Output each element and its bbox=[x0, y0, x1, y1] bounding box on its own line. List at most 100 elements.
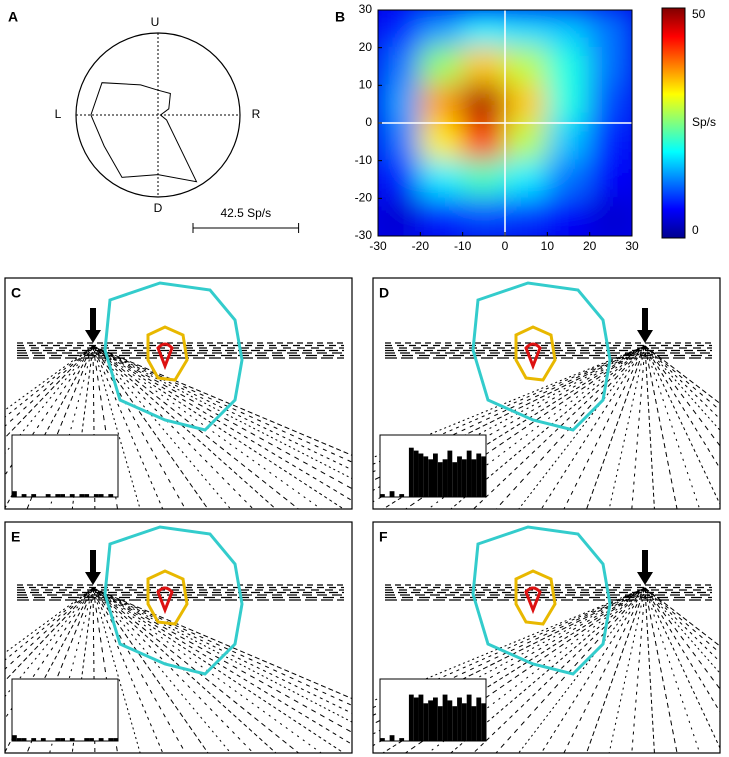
x-tick-label: 10 bbox=[541, 239, 555, 253]
texture-line bbox=[92, 345, 254, 509]
histogram-bar bbox=[433, 453, 438, 497]
heatmap-cell bbox=[546, 122, 591, 162]
histogram-bar bbox=[389, 491, 395, 497]
heatmap-cell bbox=[588, 84, 632, 124]
heatmap-cell bbox=[588, 122, 632, 162]
texture-line bbox=[373, 587, 646, 702]
histogram-bar bbox=[21, 494, 27, 497]
colorbar bbox=[661, 7, 686, 239]
heatmap-cell bbox=[378, 46, 422, 87]
heatmap-cell bbox=[378, 159, 422, 200]
arrow bbox=[637, 308, 653, 343]
histogram-bar bbox=[452, 706, 458, 741]
texture-line bbox=[631, 587, 646, 753]
texture-line bbox=[472, 345, 646, 509]
texture-line bbox=[644, 345, 720, 470]
texture-line bbox=[631, 345, 646, 509]
texture-line bbox=[644, 345, 678, 509]
texture-line bbox=[382, 345, 646, 509]
histogram-bar bbox=[113, 738, 118, 741]
texture-line bbox=[92, 587, 186, 753]
histogram-bar bbox=[31, 494, 37, 497]
texture-line bbox=[518, 587, 646, 753]
direction-label: U bbox=[151, 15, 160, 29]
histogram-bar bbox=[428, 700, 433, 741]
texture-line bbox=[92, 345, 164, 509]
histogram-bar bbox=[93, 494, 99, 497]
histogram-bar bbox=[442, 694, 448, 741]
heatmap-cell bbox=[419, 84, 464, 124]
texture-line bbox=[373, 587, 646, 725]
x-tick-label: 30 bbox=[625, 239, 639, 253]
heatmap-cell bbox=[419, 10, 464, 49]
y-tick-label: 20 bbox=[359, 40, 373, 54]
histogram-bar bbox=[55, 494, 61, 497]
histogram-bar bbox=[457, 456, 462, 497]
histogram-bar bbox=[442, 459, 448, 497]
texture-line bbox=[586, 345, 646, 509]
texture-line bbox=[472, 587, 646, 753]
histogram-bar bbox=[389, 735, 395, 741]
heatmap-cell bbox=[504, 197, 549, 236]
histogram-bar bbox=[69, 738, 75, 741]
x-tick-label: 20 bbox=[583, 239, 597, 253]
texture-line bbox=[92, 587, 345, 753]
stimulus-panel: E bbox=[4, 521, 353, 754]
colorbar-label: Sp/s bbox=[692, 115, 716, 129]
texture-line bbox=[92, 587, 352, 745]
heatmap-cells bbox=[378, 10, 632, 236]
texture-line bbox=[586, 587, 646, 753]
heatmap-cell bbox=[378, 84, 422, 124]
direction-label: D bbox=[154, 201, 163, 215]
texture-line bbox=[92, 345, 352, 456]
histogram-bar bbox=[31, 738, 37, 741]
texture-line bbox=[92, 587, 254, 753]
scale-bar-label: 42.5 Sp/s bbox=[220, 206, 271, 220]
heatmap-cell bbox=[419, 122, 464, 162]
colorbar-tick-label: 50 bbox=[692, 7, 706, 21]
heatmap-cell bbox=[546, 10, 591, 49]
heatmap-cell bbox=[588, 197, 632, 236]
histogram-bar bbox=[79, 494, 85, 497]
texture-line bbox=[92, 345, 300, 509]
histogram-bar bbox=[40, 738, 46, 741]
histogram-bar bbox=[55, 738, 61, 741]
heatmap-cell bbox=[588, 46, 632, 87]
texture-line bbox=[5, 587, 94, 753]
panel-frame bbox=[372, 521, 721, 754]
histogram-bar bbox=[69, 494, 75, 497]
panel-label: D bbox=[379, 285, 389, 301]
heatmap-cell bbox=[588, 10, 632, 49]
texture-line bbox=[373, 345, 646, 482]
panel-label: F bbox=[379, 529, 388, 545]
heatmap-cell bbox=[504, 159, 549, 200]
texture-line bbox=[92, 345, 232, 509]
texture bbox=[5, 584, 352, 753]
texture-line bbox=[5, 345, 94, 454]
histogram-bar bbox=[12, 735, 17, 741]
x-tick-label: -30 bbox=[369, 239, 387, 253]
heatmap-cell bbox=[461, 84, 506, 124]
texture-line bbox=[5, 345, 94, 476]
histogram-bar bbox=[452, 462, 458, 497]
arrow bbox=[85, 550, 101, 585]
histogram-bar bbox=[380, 738, 385, 741]
histogram-bar bbox=[413, 450, 419, 497]
panel-label: E bbox=[11, 529, 20, 545]
heatmap-cell bbox=[378, 122, 422, 162]
heatmap-cell bbox=[461, 197, 506, 236]
y-tick-label: 30 bbox=[359, 2, 373, 16]
histogram-bar bbox=[437, 706, 443, 741]
texture-line bbox=[540, 345, 646, 509]
texture-line bbox=[5, 587, 94, 698]
texture-line bbox=[5, 587, 94, 720]
heatmap-cell bbox=[588, 159, 632, 200]
histogram-bar bbox=[12, 491, 17, 497]
histogram-frame bbox=[11, 434, 119, 498]
panel-frame bbox=[4, 277, 353, 510]
texture-line bbox=[92, 587, 141, 753]
histogram-bar bbox=[89, 738, 94, 741]
texture-line bbox=[404, 587, 646, 753]
